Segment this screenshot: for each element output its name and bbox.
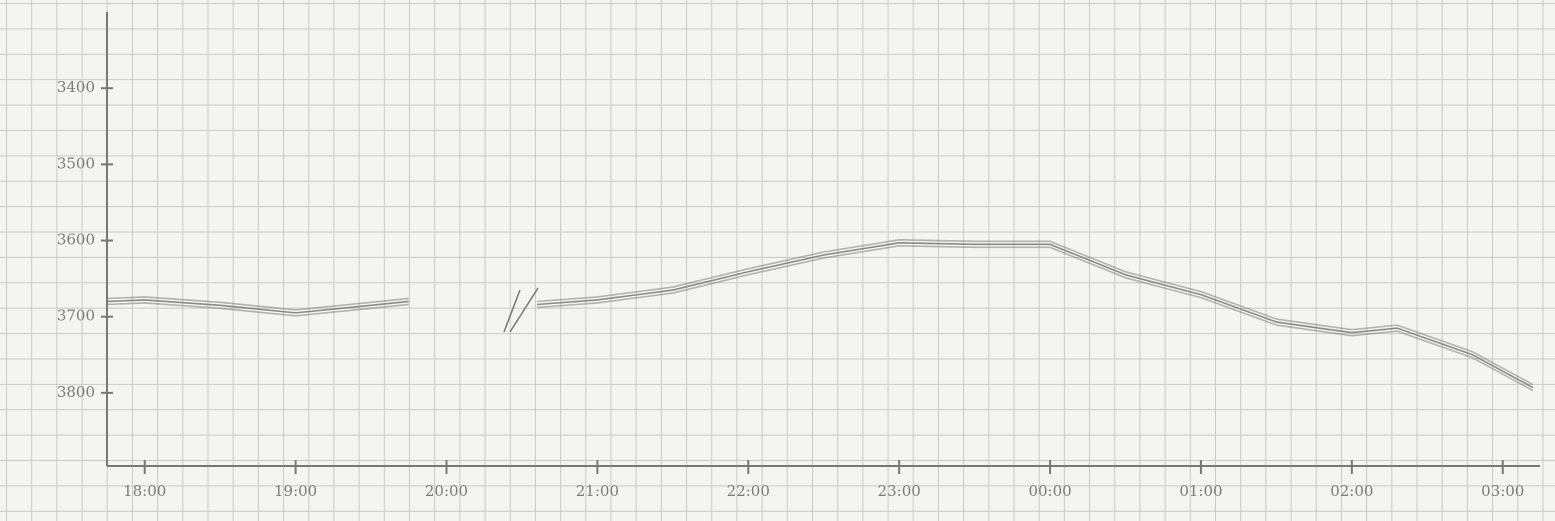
x-tick-label: 22:00 [727, 482, 770, 500]
y-tick-label: 3400 [57, 78, 95, 96]
series-line-shade [106, 239, 1534, 386]
x-tick-label: 03:00 [1481, 482, 1524, 500]
series-line [106, 242, 1534, 389]
x-tick-label: 01:00 [1179, 482, 1222, 500]
x-tick-label: 18:00 [123, 482, 166, 500]
break-mark [503, 289, 521, 333]
y-tick-label: 3500 [57, 154, 95, 172]
y-tick-label: 3800 [57, 383, 95, 401]
x-tick-label: 00:00 [1028, 482, 1071, 500]
y-tick-label: 3600 [57, 231, 95, 249]
x-tick-label: 23:00 [878, 482, 921, 500]
x-tick-label: 21:00 [576, 482, 619, 500]
y-tick-label: 3700 [57, 307, 95, 325]
break-mark [509, 287, 539, 333]
x-tick-label: 19:00 [274, 482, 317, 500]
series-line-shade [106, 245, 1534, 392]
x-tick-label: 20:00 [425, 482, 468, 500]
x-tick-label: 02:00 [1330, 482, 1373, 500]
